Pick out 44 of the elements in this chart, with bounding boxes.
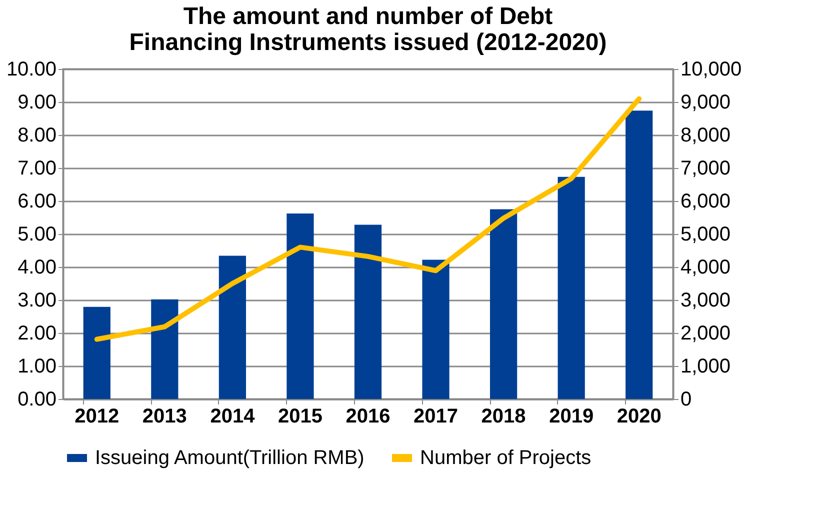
y-tick-label: 9.00 xyxy=(18,92,56,114)
bar xyxy=(286,214,314,399)
x-tick-label: 2013 xyxy=(142,406,187,428)
text: The amount and number of Debt xyxy=(183,3,553,30)
y2-tick-label: 1,000 xyxy=(680,356,731,378)
x-tick-label: 2020 xyxy=(616,406,662,428)
y-tick-label: 6.00 xyxy=(18,190,56,212)
y2-tick-label: 4,000 xyxy=(680,256,731,278)
y2-tick-label: 7,000 xyxy=(680,158,731,180)
y2-tick-label: 2,000 xyxy=(680,322,731,344)
legend-label: Number of Projects xyxy=(420,447,592,469)
y-tick-label: 4.00 xyxy=(18,256,56,278)
y-tick-label: 2.00 xyxy=(18,322,56,344)
x-tick-label: 2016 xyxy=(346,406,390,428)
y-tick-label: 8.00 xyxy=(18,124,56,146)
bar xyxy=(151,299,178,399)
y2-tick-label: 3,000 xyxy=(680,290,731,312)
y2-tick-label: 9,000 xyxy=(680,92,731,114)
x-tick-label: 2014 xyxy=(210,406,256,428)
legend-label: Issueing Amount(Trillion RMB) xyxy=(95,447,364,469)
y2-tick-label: 8,000 xyxy=(680,124,731,146)
x-tick-label: 2017 xyxy=(414,406,458,428)
x-tick-label: 2012 xyxy=(74,406,120,428)
text: Financing Instruments issued (2012-2020) xyxy=(129,29,607,56)
y2-tick-label: 10,000 xyxy=(680,58,742,80)
y-tick-label: 7.00 xyxy=(18,158,56,180)
bar xyxy=(626,110,653,399)
y2-tick-label: 5,000 xyxy=(680,224,731,246)
y-tick-label: 5.00 xyxy=(18,224,56,246)
bar xyxy=(558,176,585,399)
x-tick-label: 2015 xyxy=(278,406,322,428)
y2-tick-label: 6,000 xyxy=(680,190,731,212)
y2-tick-label: 0 xyxy=(680,388,692,410)
bar xyxy=(354,224,382,399)
x-tick-label: 2019 xyxy=(549,406,594,428)
x-tick-label: 2018 xyxy=(481,406,526,428)
bar xyxy=(218,256,246,399)
bar xyxy=(422,260,450,399)
y-tick-label: 3.00 xyxy=(18,290,56,312)
y-tick-label: 10.00 xyxy=(6,58,56,80)
bar xyxy=(83,306,110,399)
bar xyxy=(490,209,518,399)
y-tick-label: 0.00 xyxy=(18,388,56,410)
y-tick-label: 1.00 xyxy=(18,356,56,378)
